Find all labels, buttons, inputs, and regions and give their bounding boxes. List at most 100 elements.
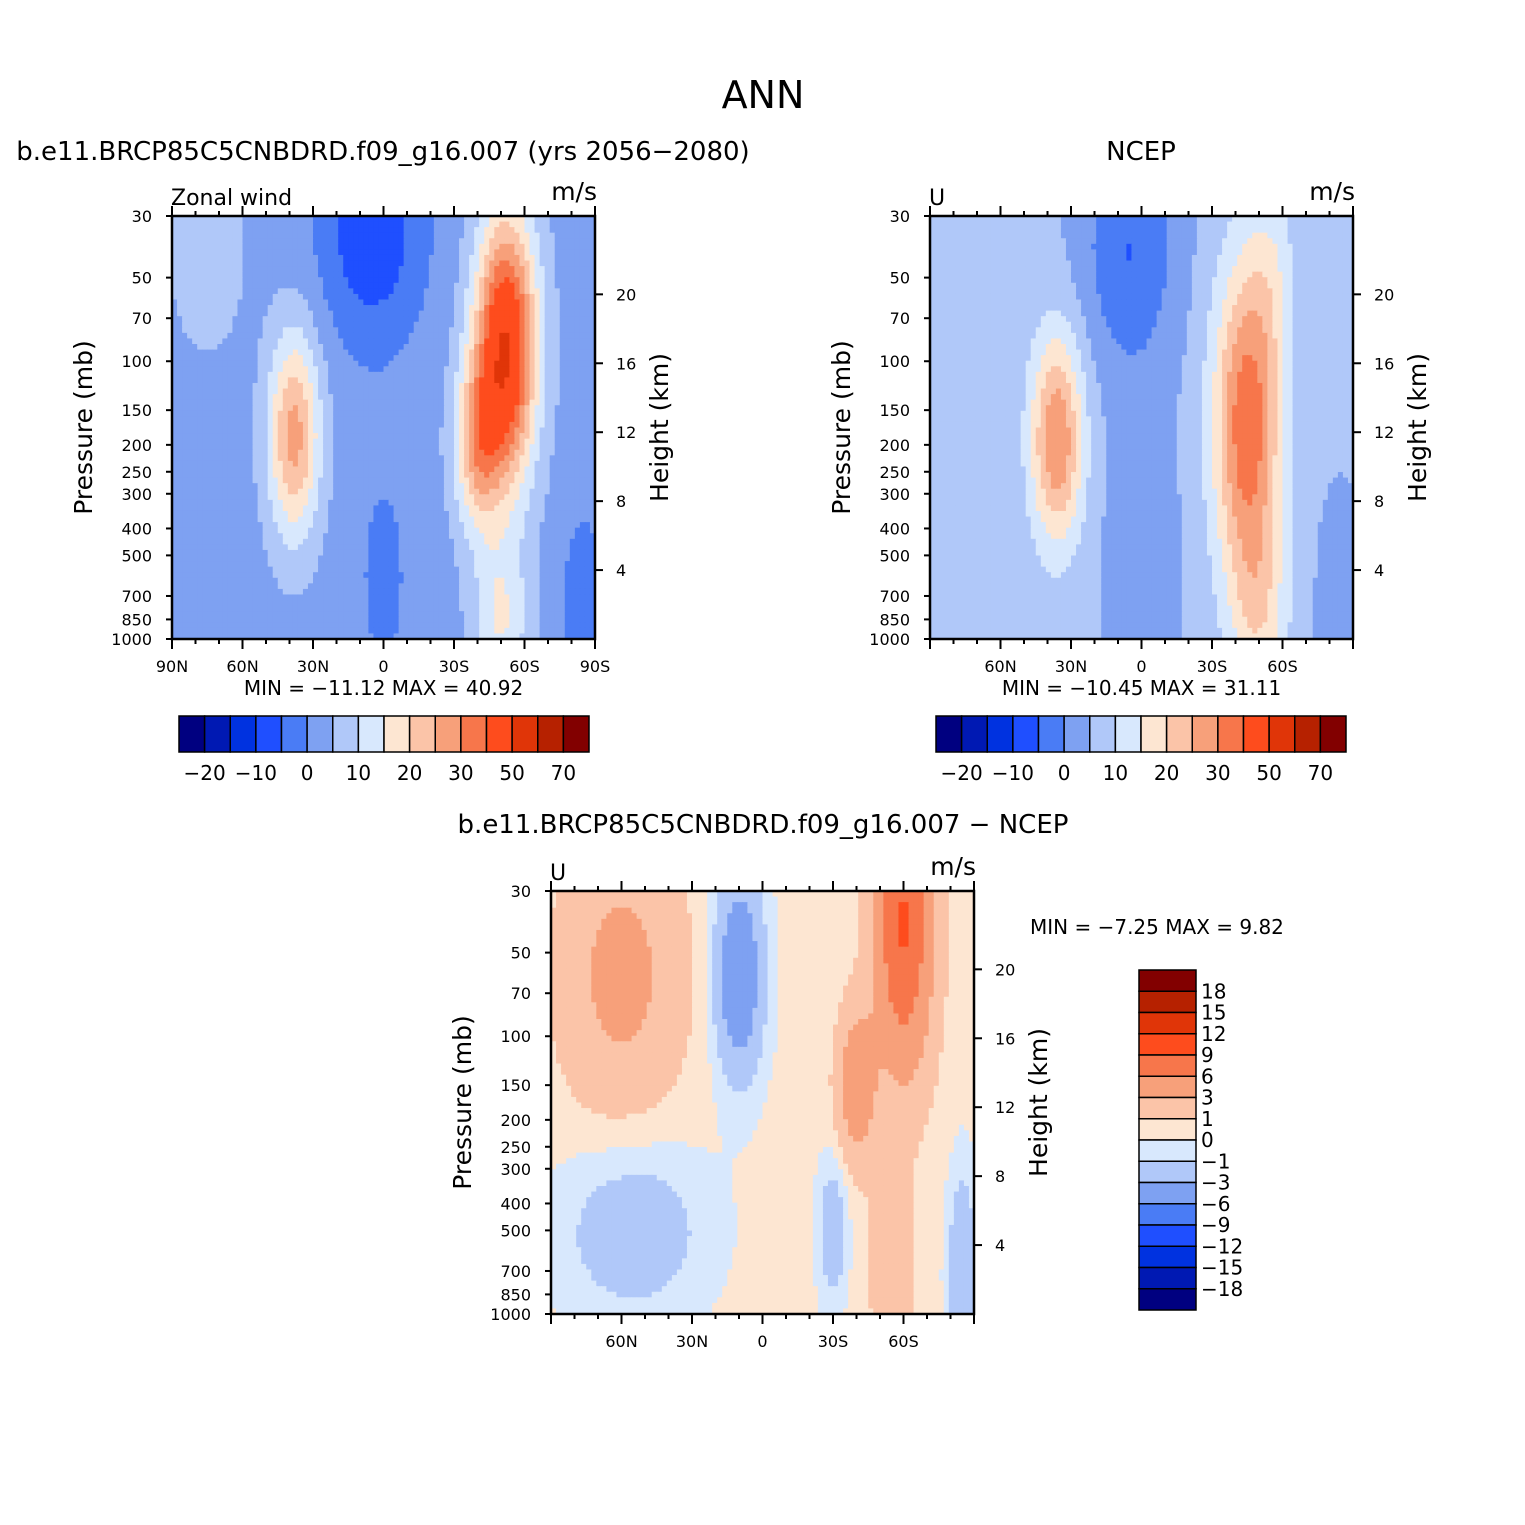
field-cell xyxy=(262,438,269,445)
field-cell xyxy=(252,299,259,306)
field-cell xyxy=(519,460,526,468)
field-cell xyxy=(378,271,385,278)
field-cell xyxy=(197,355,203,362)
field-cell xyxy=(343,472,349,479)
field-cell xyxy=(267,216,274,223)
field-cell xyxy=(413,472,420,479)
field-cell xyxy=(509,249,516,256)
field-cell xyxy=(307,455,314,462)
field-cell xyxy=(307,321,314,328)
field-cell xyxy=(302,254,309,262)
field-cell xyxy=(378,232,385,239)
field-cell xyxy=(232,260,239,267)
field-cell xyxy=(459,344,465,351)
field-cell xyxy=(232,338,239,345)
field-cell xyxy=(242,260,249,267)
field-cell xyxy=(474,366,480,373)
field-cell xyxy=(262,477,269,484)
field-cell xyxy=(323,533,329,540)
field-cell xyxy=(363,421,369,429)
field-cell xyxy=(574,522,581,529)
field-cell xyxy=(418,288,425,295)
field-cell xyxy=(302,293,309,301)
field-cell xyxy=(438,533,445,540)
field-cell xyxy=(443,282,450,289)
field-cell xyxy=(252,449,259,456)
field-cell xyxy=(338,410,344,417)
field-cell xyxy=(504,427,510,434)
field-cell xyxy=(438,410,445,417)
field-cell xyxy=(348,544,354,551)
field-cell xyxy=(423,427,430,434)
field-cell xyxy=(378,466,385,473)
field-cell xyxy=(272,349,279,356)
field-cell xyxy=(584,371,591,379)
field-cell xyxy=(353,510,359,518)
field-cell xyxy=(297,455,304,462)
field-cell xyxy=(202,216,208,223)
field-cell xyxy=(212,332,218,340)
field-cell xyxy=(549,466,556,473)
field-cell xyxy=(484,271,490,278)
field-cell xyxy=(569,394,576,401)
field-cell xyxy=(464,266,470,273)
field-cell xyxy=(403,288,410,295)
field-cell xyxy=(454,472,460,479)
field-cell xyxy=(584,293,591,301)
field-cell xyxy=(282,377,289,384)
field-cell xyxy=(272,449,279,456)
field-cell xyxy=(509,321,516,328)
field-cell xyxy=(428,260,435,267)
field-cell xyxy=(297,293,304,301)
field-cell xyxy=(282,388,289,395)
field-cell xyxy=(428,344,435,351)
field-cell xyxy=(433,332,440,340)
field-cell xyxy=(484,293,490,301)
field-cell xyxy=(584,405,591,412)
field-cell xyxy=(428,327,435,334)
field-cell xyxy=(509,288,516,295)
field-cell xyxy=(192,538,198,545)
field-cell xyxy=(297,260,304,267)
field-cell xyxy=(378,282,385,289)
field-cell xyxy=(464,227,470,234)
field-cell xyxy=(569,271,576,278)
field-cell xyxy=(479,438,485,445)
field-cell xyxy=(237,305,244,312)
field-cell xyxy=(333,238,339,245)
field-cell xyxy=(358,344,364,351)
field-cell xyxy=(237,416,244,423)
field-cell xyxy=(534,449,541,456)
field-cell xyxy=(393,522,400,529)
field-cell xyxy=(328,316,334,323)
field-cell xyxy=(584,399,591,406)
field-cell xyxy=(428,472,435,479)
field-cell xyxy=(257,316,264,323)
field-cell xyxy=(524,260,531,267)
field-cell xyxy=(514,377,521,384)
field-cell xyxy=(509,472,516,479)
field-cell xyxy=(182,221,188,228)
field-cell xyxy=(333,344,339,351)
field-cell xyxy=(272,238,279,245)
field-cell xyxy=(252,455,259,462)
field-cell xyxy=(499,327,505,334)
field-cell xyxy=(177,366,183,373)
field-cell xyxy=(529,538,536,545)
field-cell xyxy=(328,494,334,501)
field-cell xyxy=(373,472,380,479)
field-cell xyxy=(177,321,183,328)
field-cell xyxy=(313,293,319,301)
field-cell xyxy=(584,310,591,317)
field-cell xyxy=(569,338,576,345)
field-cell xyxy=(182,238,188,245)
field-cell xyxy=(353,488,359,495)
field-cell xyxy=(247,355,254,362)
field-cell xyxy=(579,338,586,345)
field-cell xyxy=(403,266,410,273)
field-cell xyxy=(554,516,561,523)
field-cell xyxy=(313,216,319,223)
field-cell xyxy=(398,538,405,545)
field-cell xyxy=(544,227,551,234)
field-cell xyxy=(464,533,470,540)
